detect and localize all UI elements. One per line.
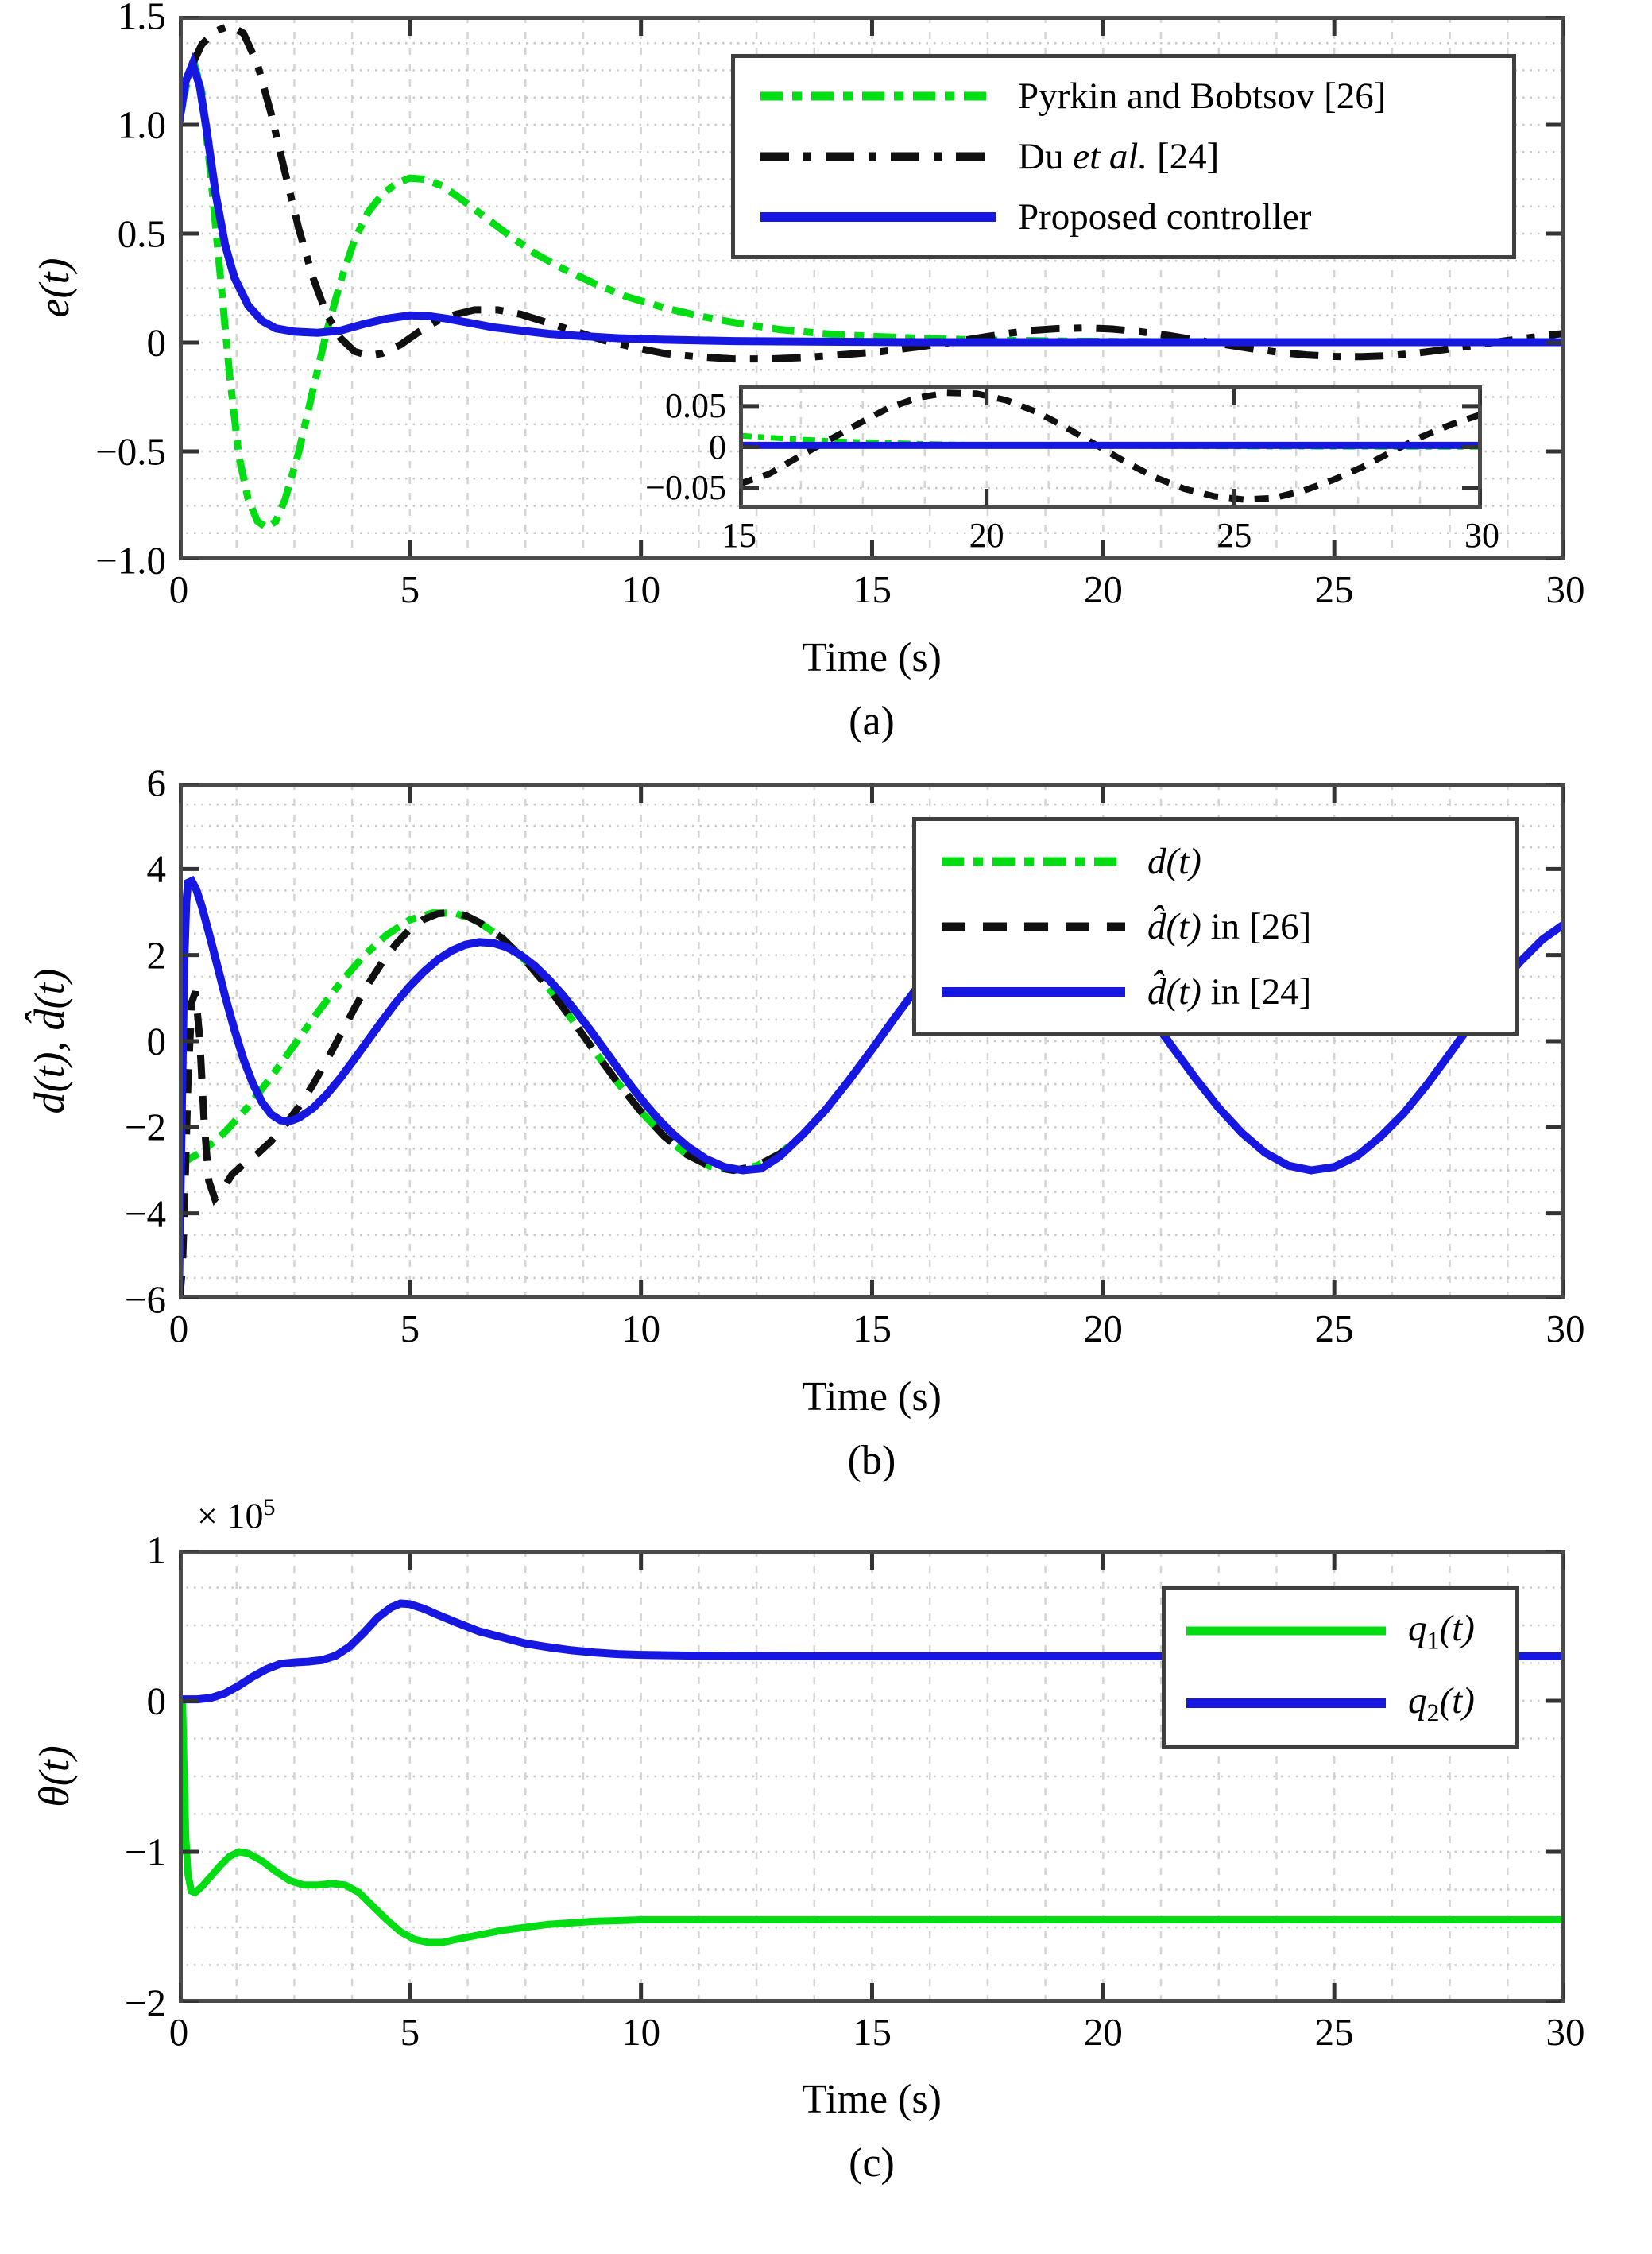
series-q1	[179, 1697, 1565, 1946]
scale-exponent: 5	[263, 1494, 276, 1520]
legend-label: d̂(t) in [24]	[1147, 971, 1312, 1013]
x-tick-label: 25	[1314, 2010, 1354, 2054]
axes-border	[179, 16, 1565, 560]
x-tick-label: 20	[1083, 1307, 1123, 1350]
y-tick-label: 0	[709, 427, 726, 467]
series-du-24	[189, 21, 1565, 363]
plot-b-xlabel: Time (s)	[802, 1374, 942, 1419]
axes-border	[179, 1550, 1565, 2003]
legend-swatch-line	[942, 857, 1125, 866]
legend-label: Du et al. [24]	[1018, 136, 1220, 177]
x-tick-label: 30	[1546, 2010, 1585, 2054]
legend-item: d(t)	[940, 840, 1491, 883]
x-tick-label: 5	[400, 2010, 420, 2054]
y-tick-label: 1	[146, 1528, 167, 1572]
x-tick-label: 30	[1546, 567, 1585, 611]
y-tick-label: 0	[146, 320, 167, 365]
plot-b-legend: d(t) d̂(t) in [26] d̂(t) in [24]	[912, 817, 1519, 1036]
x-tick-label: 30	[1546, 1307, 1585, 1350]
x-tick-label: 15	[853, 1307, 892, 1350]
y-tick-label: −4	[124, 1191, 166, 1236]
x-tick-label: 10	[621, 567, 661, 611]
legend-label: d(t)	[1147, 841, 1201, 882]
y-tick-label: 0.05	[665, 385, 726, 425]
x-tick-label: 0	[168, 2010, 189, 2054]
series-inset-du	[739, 389, 1482, 503]
series-q2	[179, 1599, 1565, 1704]
plot-b-sublabel: (b)	[847, 1438, 896, 1483]
y-tick-label: 6	[146, 761, 167, 805]
legend-swatch-line	[1186, 1626, 1386, 1636]
legend-swatch-line	[760, 212, 996, 222]
y-tick-label: 4	[146, 846, 167, 891]
plot-a-legend: Pyrkin and Bobtsov [26] Du et al. [24] Pro…	[731, 54, 1516, 259]
series-proposed-controller	[179, 52, 1565, 347]
scale-mantissa: × 10	[197, 1495, 264, 1536]
x-tick-label: 10	[621, 1307, 661, 1350]
series-dhat-24	[179, 875, 1565, 1299]
y-tick-label: 0.5	[117, 211, 166, 256]
x-tick-label: 5	[400, 567, 420, 611]
y-tick-label: −1.0	[95, 538, 166, 583]
y-tick-label: −2	[124, 1105, 166, 1149]
x-tick-label: 5	[400, 1307, 420, 1350]
legend-swatch-line	[1186, 1698, 1386, 1709]
x-tick-label: 30	[1464, 516, 1499, 555]
legend-label: q1(t)	[1408, 1607, 1475, 1654]
x-tick-label: 25	[1217, 516, 1252, 555]
y-tick-label: 0	[146, 1679, 167, 1723]
y-tick-label: 1.0	[117, 103, 166, 147]
plot-c-ylabel: θ(t)	[30, 1745, 78, 1807]
legend-swatch-line	[942, 987, 1125, 997]
y-tick-label: −1	[124, 1830, 166, 1874]
y-tick-label: 2	[146, 933, 167, 978]
legend-label: Pyrkin and Bobtsov [26]	[1018, 76, 1387, 117]
legend-swatch-line	[760, 152, 996, 161]
x-tick-label: 15	[853, 2010, 892, 2054]
legend-swatch-line	[942, 922, 1125, 931]
plot-c-xlabel: Time (s)	[802, 2077, 942, 2122]
x-tick-label: 0	[168, 567, 189, 611]
plot-b-ylabel: d(t), d̂(t)	[25, 968, 73, 1114]
plot-c-sublabel: (c)	[849, 2140, 895, 2186]
x-tick-label: 25	[1314, 567, 1354, 611]
plot-c-legend: q1(t) q2(t)	[1162, 1586, 1519, 1749]
axes-border	[179, 783, 1565, 1299]
y-tick-label: −2	[124, 1981, 166, 2025]
plot-a-sublabel: (a)	[849, 699, 895, 744]
plot-a-ylabel: e(t)	[30, 258, 78, 318]
legend-label: d̂(t) in [26]	[1147, 906, 1312, 947]
series-dhat-26	[179, 908, 1565, 1299]
y-tick-label: −0.5	[95, 429, 166, 474]
axes-border	[739, 385, 1482, 509]
x-tick-label: 25	[1314, 1307, 1354, 1350]
x-tick-label: 10	[621, 2010, 661, 2054]
plot-a-inset-canvas	[739, 385, 1482, 509]
y-tick-label: −0.05	[645, 468, 726, 508]
y-tick-label: 1.5	[117, 0, 166, 38]
plot-a-xlabel: Time (s)	[802, 635, 942, 680]
y-tick-label: −6	[124, 1277, 166, 1322]
legend-item: Pyrkin and Bobtsov [26]	[759, 75, 1488, 118]
legend-label: Proposed controller	[1018, 196, 1312, 238]
legend-item: Du et al. [24]	[759, 135, 1488, 178]
x-tick-label: 15	[853, 567, 892, 611]
legend-item: q2(t)	[1185, 1679, 1496, 1727]
plot-c-scale-label: × 105	[197, 1494, 275, 1536]
legend-swatch-line	[760, 91, 996, 101]
x-tick-label: 20	[1083, 2010, 1123, 2054]
x-tick-label: 20	[969, 516, 1004, 555]
x-tick-label: 15	[722, 516, 756, 555]
legend-item: d̂(t) in [26]	[940, 905, 1491, 948]
x-tick-label: 0	[168, 1307, 189, 1350]
legend-label: q2(t)	[1408, 1680, 1475, 1727]
legend-item: q1(t)	[1185, 1607, 1496, 1655]
x-tick-label: 20	[1083, 567, 1123, 611]
legend-item: Proposed controller	[759, 196, 1488, 238]
legend-item: d̂(t) in [24]	[940, 970, 1491, 1013]
y-tick-label: 0	[146, 1019, 167, 1063]
